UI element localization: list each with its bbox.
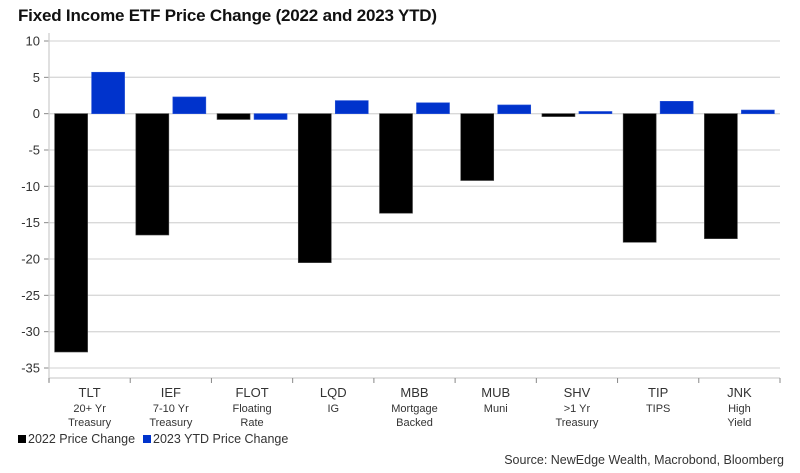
gridlines xyxy=(49,40,780,369)
bar-tlt-2023 xyxy=(91,71,125,114)
y-tick-label: -25 xyxy=(21,288,40,303)
x-tick-sublabel: >1 Yr xyxy=(564,403,591,415)
x-tick-sublabel: Backed xyxy=(396,417,433,429)
y-tick-label: 5 xyxy=(33,70,40,85)
legend-swatch-2023 xyxy=(143,435,152,443)
source-note: Source: NewEdge Wealth, Macrobond, Bloom… xyxy=(504,453,784,467)
x-tick-sublabel: 7-10 Yr xyxy=(153,403,189,415)
legend-swatch-2022 xyxy=(18,435,26,443)
bar-flot-2022 xyxy=(216,113,251,120)
x-tick-sublabel: Treasury xyxy=(68,417,111,429)
x-tick-label: TLT xyxy=(79,385,101,400)
y-tick-label: -30 xyxy=(21,324,40,339)
x-tick-sublabel: High xyxy=(728,403,751,415)
y-tick-label: 10 xyxy=(26,34,40,49)
y-tick-label: -20 xyxy=(21,252,40,267)
bar-mbb-2022 xyxy=(379,113,413,214)
legend-item-2022: 2022 Price Change xyxy=(18,432,135,446)
bar-shv-2023 xyxy=(578,111,613,114)
legend: 2022 Price Change 2023 YTD Price Change xyxy=(18,432,288,446)
x-tick-sublabel: Floating xyxy=(232,403,271,415)
legend-item-2023: 2023 YTD Price Change xyxy=(143,432,288,446)
x-tick-sublabel: Yield xyxy=(727,417,751,429)
bar-jnk-2022 xyxy=(704,113,738,239)
bar-mub-2022 xyxy=(460,113,495,181)
bar-ief-2022 xyxy=(135,113,170,236)
x-tick-sublabel: 20+ Yr xyxy=(73,403,106,415)
legend-label-2023: 2023 YTD Price Change xyxy=(153,432,289,446)
x-tick-label: IEF xyxy=(161,385,181,400)
x-tick-sublabel: Mortgage xyxy=(391,403,437,415)
bar-tlt-2022 xyxy=(54,113,88,353)
bar-lqd-2022 xyxy=(297,113,332,263)
legend-label-2022: 2022 Price Change xyxy=(28,432,136,446)
x-tick-label: MBB xyxy=(400,385,428,400)
x-tick-label: FLOT xyxy=(235,385,268,400)
y-tick-label: -35 xyxy=(21,361,40,376)
x-tick-sublabel: TIPS xyxy=(646,403,670,415)
x-tick-label: LQD xyxy=(320,385,347,400)
y-axis: 10 5 0 -5 -10 -15 -20 -25 -30 -35 xyxy=(21,33,50,382)
bar-tip-2022 xyxy=(622,113,657,243)
bar-mbb-2023 xyxy=(416,102,450,114)
y-tick-label: -10 xyxy=(21,179,40,194)
x-tick-sublabel: IG xyxy=(327,403,339,415)
x-tick-label: MUB xyxy=(481,385,510,400)
chart-title: Fixed Income ETF Price Change (2022 and … xyxy=(18,6,437,25)
bar-jnk-2023 xyxy=(741,109,775,114)
bar-shv-2022 xyxy=(541,113,576,117)
bar-tip-2023 xyxy=(659,101,694,114)
y-tick-label: -5 xyxy=(28,143,40,158)
x-tick-sublabel: Treasury xyxy=(149,417,192,429)
x-tick-label: JNK xyxy=(727,385,752,400)
bars xyxy=(54,71,775,353)
bar-flot-2023 xyxy=(253,113,288,120)
y-tick-label: 0 xyxy=(33,106,40,121)
y-tick-label: -15 xyxy=(21,215,40,230)
x-tick-sublabel: Rate xyxy=(240,417,263,429)
x-axis: TLT 20+ Yr Treasury IEF 7-10 Yr Treasury FLOT F… xyxy=(48,377,781,429)
x-tick-sublabel: Treasury xyxy=(555,417,598,429)
bar-lqd-2023 xyxy=(334,100,369,114)
bar-ief-2023 xyxy=(172,96,207,114)
bar-mub-2023 xyxy=(497,104,532,114)
x-tick-label: TIP xyxy=(648,385,668,400)
x-tick-sublabel: Muni xyxy=(484,403,508,415)
x-tick-label: SHV xyxy=(564,385,591,400)
